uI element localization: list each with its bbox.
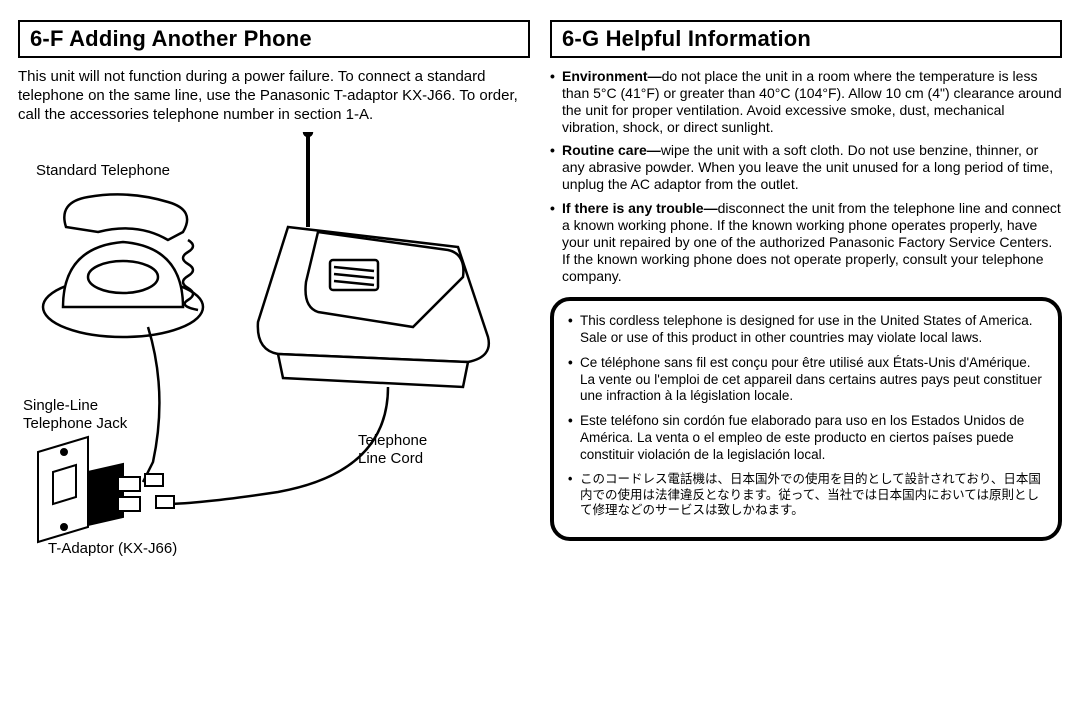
label-t-adaptor: T-Adaptor (KX-J66) [48, 540, 177, 558]
legal-notice-box: This cordless telephone is designed for … [550, 297, 1062, 541]
connection-diagram: Standard Telephone Single-Line Telephone… [18, 132, 530, 562]
notice-en: This cordless telephone is designed for … [568, 313, 1044, 347]
bullet-list: Environment—do not place the unit in a r… [550, 68, 1062, 285]
intro-text-6f: This unit will not function during a pow… [18, 68, 530, 124]
diagram-svg [18, 132, 518, 562]
header-6f: 6-F Adding Another Phone [18, 20, 530, 58]
section-helpful-info: 6-G Helpful Information Environment—do n… [550, 20, 1062, 562]
bullet-trouble: If there is any trouble—disconnect the u… [550, 200, 1062, 285]
notice-jp: このコードレス電話機は、日本国外での使用を目的として設計されており、日本国内での… [568, 472, 1044, 519]
bullet-routine-care: Routine care—wipe the unit with a soft c… [550, 142, 1062, 193]
bullet-environment: Environment—do not place the unit in a r… [550, 68, 1062, 136]
notice-es: Este teléfono sin cordón fue elaborado p… [568, 413, 1044, 464]
label-telephone-line-cord: Telephone Line Cord [358, 432, 427, 468]
notice-fr: Ce téléphone sans fil est conçu pour êtr… [568, 355, 1044, 406]
section-adding-phone: 6-F Adding Another Phone This unit will … [18, 20, 530, 562]
label-standard-telephone: Standard Telephone [36, 162, 170, 180]
header-6g: 6-G Helpful Information [550, 20, 1062, 58]
label-single-line-jack: Single-Line Telephone Jack [23, 397, 127, 433]
